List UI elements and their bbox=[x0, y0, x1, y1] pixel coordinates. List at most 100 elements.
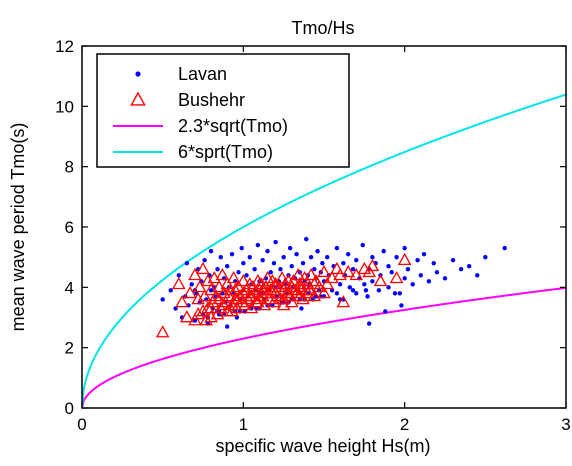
lavan-point bbox=[376, 288, 382, 293]
lavan-point bbox=[386, 264, 391, 269]
bushehr-point bbox=[294, 280, 309, 293]
bushehr-point bbox=[397, 252, 412, 266]
bushehr-point bbox=[225, 298, 239, 311]
bushehr-point bbox=[191, 307, 205, 320]
bushehr-point bbox=[196, 261, 210, 275]
lavan-point bbox=[218, 254, 223, 260]
bushehr-point bbox=[180, 310, 194, 323]
y-tick-label: 12 bbox=[55, 37, 74, 56]
y-axis-label: mean wave period Tmo(s) bbox=[8, 123, 28, 332]
lavan-point bbox=[304, 236, 309, 242]
bushehr-point bbox=[197, 289, 212, 302]
bushehr-point bbox=[286, 273, 301, 287]
bushehr-point bbox=[204, 301, 218, 314]
lavan-point bbox=[337, 282, 343, 287]
lavan-point bbox=[268, 270, 273, 275]
lavan-point bbox=[362, 282, 367, 287]
lavan-point bbox=[354, 257, 359, 263]
lavan-point bbox=[225, 264, 230, 269]
lavan-point bbox=[244, 273, 249, 278]
lavan-point bbox=[450, 257, 456, 263]
lavan-point bbox=[475, 273, 480, 278]
bushehr-point bbox=[220, 276, 235, 290]
bushehr-point bbox=[188, 313, 202, 326]
bushehr-point bbox=[260, 270, 275, 284]
y-tick-label: 8 bbox=[65, 158, 74, 177]
bushehr-point bbox=[307, 276, 322, 290]
lavan-point bbox=[265, 248, 270, 254]
lavan-point bbox=[208, 288, 214, 293]
bushehr-point bbox=[215, 267, 230, 281]
bushehr-point bbox=[213, 301, 228, 314]
bushehr-point bbox=[244, 301, 259, 314]
bushehr-point bbox=[217, 286, 231, 299]
lavan-point bbox=[300, 261, 306, 266]
lavan-point bbox=[260, 257, 265, 263]
bushehr-point bbox=[265, 273, 280, 287]
lavan-point bbox=[281, 254, 286, 260]
lavan-point bbox=[363, 288, 369, 293]
bushehr-point bbox=[281, 286, 296, 299]
y-tick-label: 2 bbox=[65, 339, 74, 358]
bushehr-point bbox=[183, 286, 197, 299]
bushehr-point bbox=[255, 283, 270, 296]
lavan-point bbox=[229, 251, 235, 257]
bushehr-point bbox=[238, 298, 252, 311]
legend-label: 6*sprt(Tmo) bbox=[178, 142, 273, 162]
lavan-point bbox=[394, 254, 399, 260]
bushehr-point bbox=[234, 295, 249, 308]
legend: Lavan Bushehr 2.3*sqrt(Tmo) 6*sprt(Tmo) bbox=[96, 53, 350, 168]
bushehr-point bbox=[297, 270, 312, 284]
lavan-point bbox=[366, 321, 372, 326]
lavan-point bbox=[189, 282, 194, 287]
lavan-point bbox=[289, 264, 294, 269]
bushehr-point bbox=[226, 270, 241, 284]
y-tick-label: 0 bbox=[65, 399, 74, 418]
lavan-point bbox=[502, 245, 507, 251]
lavan-point bbox=[315, 248, 320, 254]
bushehr-point bbox=[201, 273, 215, 287]
lavan-point bbox=[176, 273, 181, 278]
lavan-point bbox=[350, 267, 356, 272]
lavan-point bbox=[255, 242, 261, 248]
bushehr-point bbox=[362, 264, 376, 278]
lavan-point bbox=[247, 254, 252, 260]
bushehr-point bbox=[267, 295, 281, 308]
bushehr-point bbox=[155, 325, 170, 338]
lavan-point bbox=[299, 306, 304, 311]
bushehr-point bbox=[307, 289, 322, 302]
lavan-point bbox=[225, 324, 230, 329]
bushehr-point bbox=[210, 307, 225, 320]
lavan-point bbox=[308, 254, 314, 260]
lavan-point bbox=[399, 303, 404, 308]
lavan-point bbox=[294, 251, 299, 257]
lavan-point bbox=[320, 261, 325, 266]
bushehr-point bbox=[251, 273, 265, 287]
lavan-point bbox=[402, 276, 407, 281]
legend-entry: 2.3*sqrt(Tmo) bbox=[113, 116, 288, 136]
lavan-point bbox=[312, 267, 317, 272]
lavan-point bbox=[434, 270, 440, 275]
lavan-point bbox=[426, 279, 432, 284]
lavan-point bbox=[234, 315, 240, 320]
bushehr-point bbox=[204, 310, 218, 323]
lavan-point bbox=[418, 273, 423, 278]
lavan-point bbox=[168, 288, 173, 293]
lavan-point bbox=[386, 285, 391, 290]
lavan-point bbox=[431, 261, 436, 266]
bushehr-point bbox=[317, 286, 331, 299]
lavan-point bbox=[405, 267, 411, 272]
bushehr-point bbox=[175, 295, 189, 308]
bushehr-point bbox=[341, 264, 356, 278]
lavan-point bbox=[173, 306, 178, 311]
bushehr-point bbox=[294, 283, 309, 296]
legend-label: Bushehr bbox=[178, 90, 245, 110]
lavan-point bbox=[271, 261, 277, 266]
lavan-point bbox=[415, 257, 420, 263]
lavan-point bbox=[341, 261, 346, 266]
lavan-point bbox=[215, 267, 220, 272]
legend-entry: Lavan bbox=[135, 64, 227, 84]
lavan-point bbox=[252, 267, 257, 272]
